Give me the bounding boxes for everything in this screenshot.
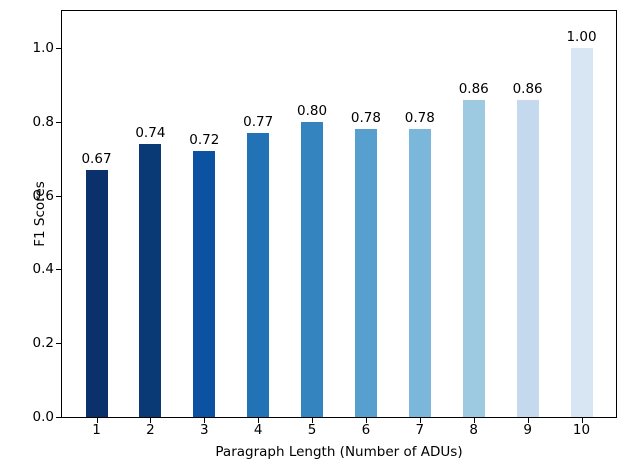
y-tick-label: 1.0: [32, 39, 54, 56]
bar: [139, 143, 162, 417]
bar-value-label: 0.77: [243, 113, 274, 130]
plot-area: 0.67 0.74 0.72 0.77 0.80 0.78 0.78 0.86 0.86 1.00: [61, 10, 617, 418]
y-tick-mark: [56, 417, 61, 418]
y-tick-label: 0.2: [32, 335, 54, 352]
bar-value-label: 0.86: [512, 80, 543, 97]
x-tick-mark: [581, 418, 583, 423]
x-tick-label: 7: [415, 422, 425, 438]
y-tick-label: 0.0: [32, 409, 54, 425]
x-tick-label: 8: [469, 422, 479, 438]
x-tick-mark: [365, 418, 367, 423]
x-tick-label: 6: [361, 422, 371, 438]
bar-value-label: 1.00: [566, 28, 597, 45]
bar-value-label: 0.67: [81, 150, 112, 167]
bar: [516, 99, 539, 417]
x-tick-mark: [473, 418, 475, 423]
x-tick-label: 10: [572, 422, 591, 438]
y-tick-mark: [56, 195, 61, 197]
bar-value-label: 0.72: [189, 132, 220, 149]
bar: [354, 129, 377, 417]
x-tick-label: 4: [253, 422, 263, 438]
x-tick-mark: [204, 418, 206, 423]
bar: [85, 169, 108, 417]
x-tick-mark: [527, 418, 529, 423]
bar: [462, 99, 485, 417]
x-axis-label: Paragraph Length (Number of ADUs): [215, 444, 463, 460]
x-tick-mark: [258, 418, 260, 423]
bar: [247, 132, 270, 417]
x-tick-label: 3: [199, 422, 209, 438]
x-tick-label: 9: [523, 422, 532, 438]
y-tick-label: 0.8: [32, 113, 54, 130]
x-tick-mark: [419, 418, 421, 423]
x-tick-mark: [150, 418, 152, 423]
bar: [408, 129, 431, 417]
x-tick-label: 1: [92, 422, 101, 438]
x-tick-mark: [312, 418, 314, 423]
x-tick-mark: [96, 418, 98, 423]
bar-value-label: 0.80: [297, 102, 328, 119]
bar-value-label: 0.78: [350, 110, 381, 127]
y-tick-label: 0.4: [32, 261, 54, 278]
bar: [301, 121, 324, 417]
bar: [570, 47, 593, 417]
y-tick-mark: [56, 343, 61, 345]
bar: [193, 151, 216, 417]
y-tick-label: 0.6: [32, 187, 54, 204]
bar-value-label: 0.86: [458, 80, 489, 97]
bar-value-label: 0.74: [135, 124, 166, 141]
x-tick-label: 5: [307, 422, 317, 438]
x-tick-label: 2: [146, 422, 155, 438]
y-tick-mark: [56, 121, 61, 123]
y-tick-mark: [56, 47, 61, 49]
y-tick-mark: [56, 269, 61, 271]
bar-value-label: 0.78: [404, 110, 435, 127]
